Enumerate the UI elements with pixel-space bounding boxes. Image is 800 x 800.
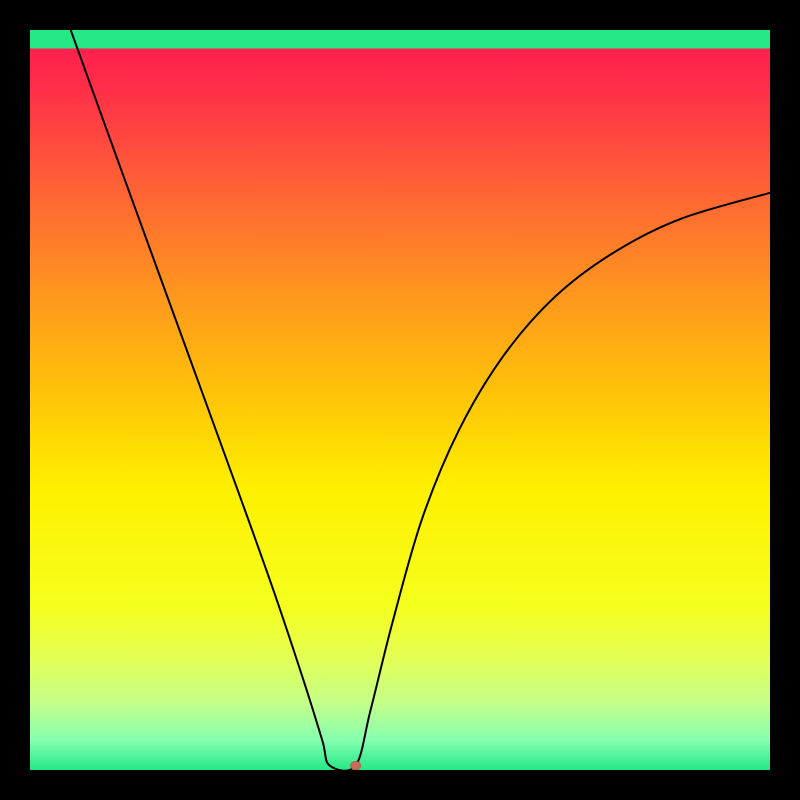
chart-container: TheBottleneck.com <box>0 0 800 800</box>
chart-frame <box>0 0 800 800</box>
bottleneck-curve-chart <box>0 0 800 800</box>
